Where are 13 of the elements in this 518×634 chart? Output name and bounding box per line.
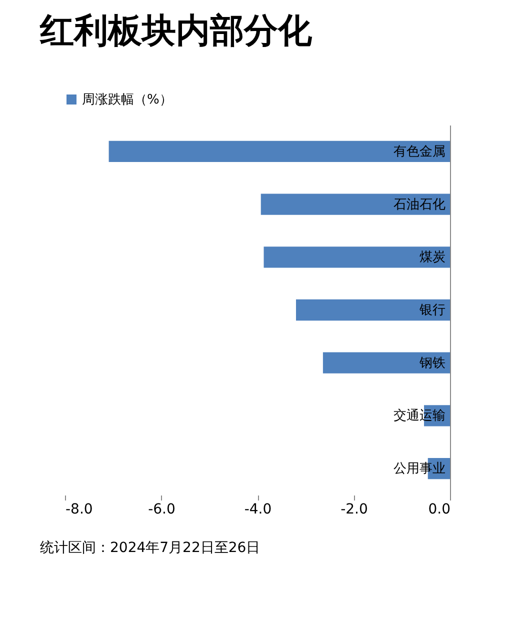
x-tick-label: -6.0: [148, 502, 176, 518]
y-tick-label: 有色金属: [394, 144, 446, 160]
y-tick-label: 煤炭: [420, 250, 446, 266]
legend-label: 周涨跌幅（%）: [82, 92, 172, 108]
x-tick-label: -4.0: [244, 502, 272, 518]
y-tick-label: 石油石化: [394, 197, 446, 212]
y-tick-label: 银行: [418, 303, 446, 318]
x-tick-label: 0.0: [428, 502, 450, 518]
text: 统计区间：2024年7月22日至26日: [40, 540, 260, 556]
chart-title: 红利板块内部分化: [39, 11, 313, 51]
y-tick-label: 钢铁: [418, 356, 446, 371]
x-tick-label: -8.0: [66, 502, 93, 518]
x-tick-label: -2.0: [340, 502, 368, 518]
